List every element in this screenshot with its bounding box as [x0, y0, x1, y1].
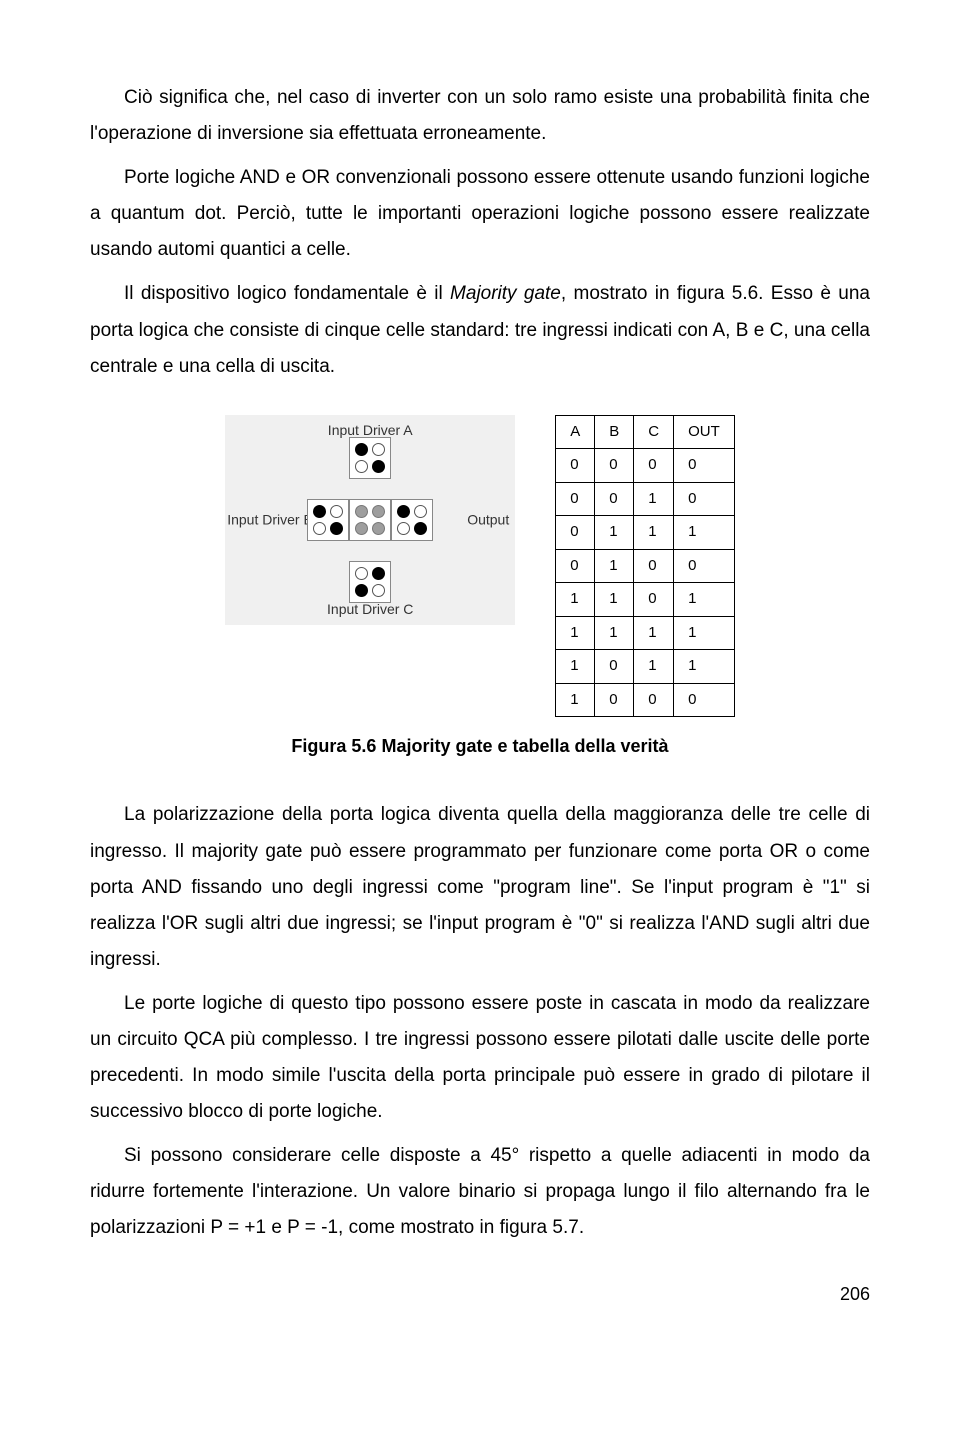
- table-cell: 1: [634, 616, 674, 650]
- paragraph-1b: Porte logiche AND e OR convenzionali pos…: [90, 160, 870, 268]
- table-cell: 0: [556, 516, 595, 550]
- qca-dot: [355, 443, 368, 456]
- table-cell: 0: [674, 549, 735, 583]
- table-header-cell: C: [634, 415, 674, 449]
- qca-dot: [355, 584, 368, 597]
- paragraph-1a: Ciò significa che, nel caso di inverter …: [90, 80, 870, 152]
- table-cell: 0: [674, 683, 735, 717]
- table-cell: 1: [634, 516, 674, 550]
- qca-cell: [349, 561, 391, 603]
- table-row: 0111: [556, 516, 735, 550]
- qca-cell: [391, 499, 433, 541]
- qca-dot: [414, 505, 427, 518]
- table-cell: 1: [595, 516, 634, 550]
- qca-cell: [349, 499, 391, 541]
- table-row: 1111: [556, 616, 735, 650]
- qca-dot: [397, 505, 410, 518]
- page-number: 206: [90, 1277, 870, 1311]
- qca-dot: [414, 522, 427, 535]
- majority-gate-diagram: Input Driver A Input Driver B Output Inp…: [225, 415, 515, 625]
- table-header-cell: B: [595, 415, 634, 449]
- table-cell: 1: [674, 650, 735, 684]
- qca-dot: [372, 460, 385, 473]
- qca-dot: [313, 505, 326, 518]
- table-cell: 0: [556, 482, 595, 516]
- truth-table: ABCOUT 00000010011101001101111110111000: [555, 415, 735, 718]
- table-cell: 0: [634, 583, 674, 617]
- table-row: 1011: [556, 650, 735, 684]
- qca-dot: [355, 460, 368, 473]
- qca-dot: [313, 522, 326, 535]
- qca-dot: [372, 584, 385, 597]
- qca-dot: [372, 443, 385, 456]
- table-row: 1000: [556, 683, 735, 717]
- qca-dot: [372, 505, 385, 518]
- table-cell: 1: [556, 583, 595, 617]
- table-cell: 1: [674, 516, 735, 550]
- table-cell: 1: [556, 683, 595, 717]
- paragraph-2-a: Il dispositivo logico fondamentale è il: [124, 283, 450, 304]
- table-row: 1101: [556, 583, 735, 617]
- table-cell: 0: [595, 482, 634, 516]
- table-row: 0010: [556, 482, 735, 516]
- table-cell: 0: [634, 683, 674, 717]
- figure-area: Input Driver A Input Driver B Output Inp…: [90, 415, 870, 718]
- paragraph-2-term: Majority gate: [450, 283, 561, 304]
- table-cell: 0: [595, 449, 634, 483]
- qca-dot: [372, 567, 385, 580]
- qca-dot: [330, 505, 343, 518]
- table-cell: 1: [556, 650, 595, 684]
- figure-caption: Figura 5.6 Majority gate e tabella della…: [90, 729, 870, 763]
- paragraph-3: La polarizzazione della porta logica div…: [90, 797, 870, 977]
- table-cell: 1: [556, 616, 595, 650]
- table-cell: 1: [674, 616, 735, 650]
- qca-dot: [372, 522, 385, 535]
- qca-dot: [355, 505, 368, 518]
- table-cell: 1: [595, 549, 634, 583]
- table-row: 0100: [556, 549, 735, 583]
- qca-dot: [355, 522, 368, 535]
- table-cell: 0: [595, 683, 634, 717]
- table-cell: 1: [634, 482, 674, 516]
- qca-dot: [397, 522, 410, 535]
- table-row: 0000: [556, 449, 735, 483]
- table-cell: 1: [595, 583, 634, 617]
- diagram-label-right: Output: [467, 506, 509, 533]
- diagram-label-left: Input Driver B: [227, 506, 313, 533]
- table-cell: 0: [674, 449, 735, 483]
- paragraph-2: Il dispositivo logico fondamentale è il …: [90, 276, 870, 384]
- paragraph-5: Si possono considerare celle disposte a …: [90, 1138, 870, 1246]
- table-cell: 0: [674, 482, 735, 516]
- table-cell: 1: [595, 616, 634, 650]
- table-cell: 0: [556, 449, 595, 483]
- qca-cell: [307, 499, 349, 541]
- table-header-cell: A: [556, 415, 595, 449]
- table-cell: 0: [556, 549, 595, 583]
- table-cell: 1: [634, 650, 674, 684]
- table-header-cell: OUT: [674, 415, 735, 449]
- qca-cell: [349, 437, 391, 479]
- paragraph-4: Le porte logiche di questo tipo possono …: [90, 986, 870, 1130]
- table-cell: 1: [674, 583, 735, 617]
- qca-dot: [330, 522, 343, 535]
- table-cell: 0: [634, 449, 674, 483]
- qca-dot: [355, 567, 368, 580]
- table-cell: 0: [595, 650, 634, 684]
- table-cell: 0: [634, 549, 674, 583]
